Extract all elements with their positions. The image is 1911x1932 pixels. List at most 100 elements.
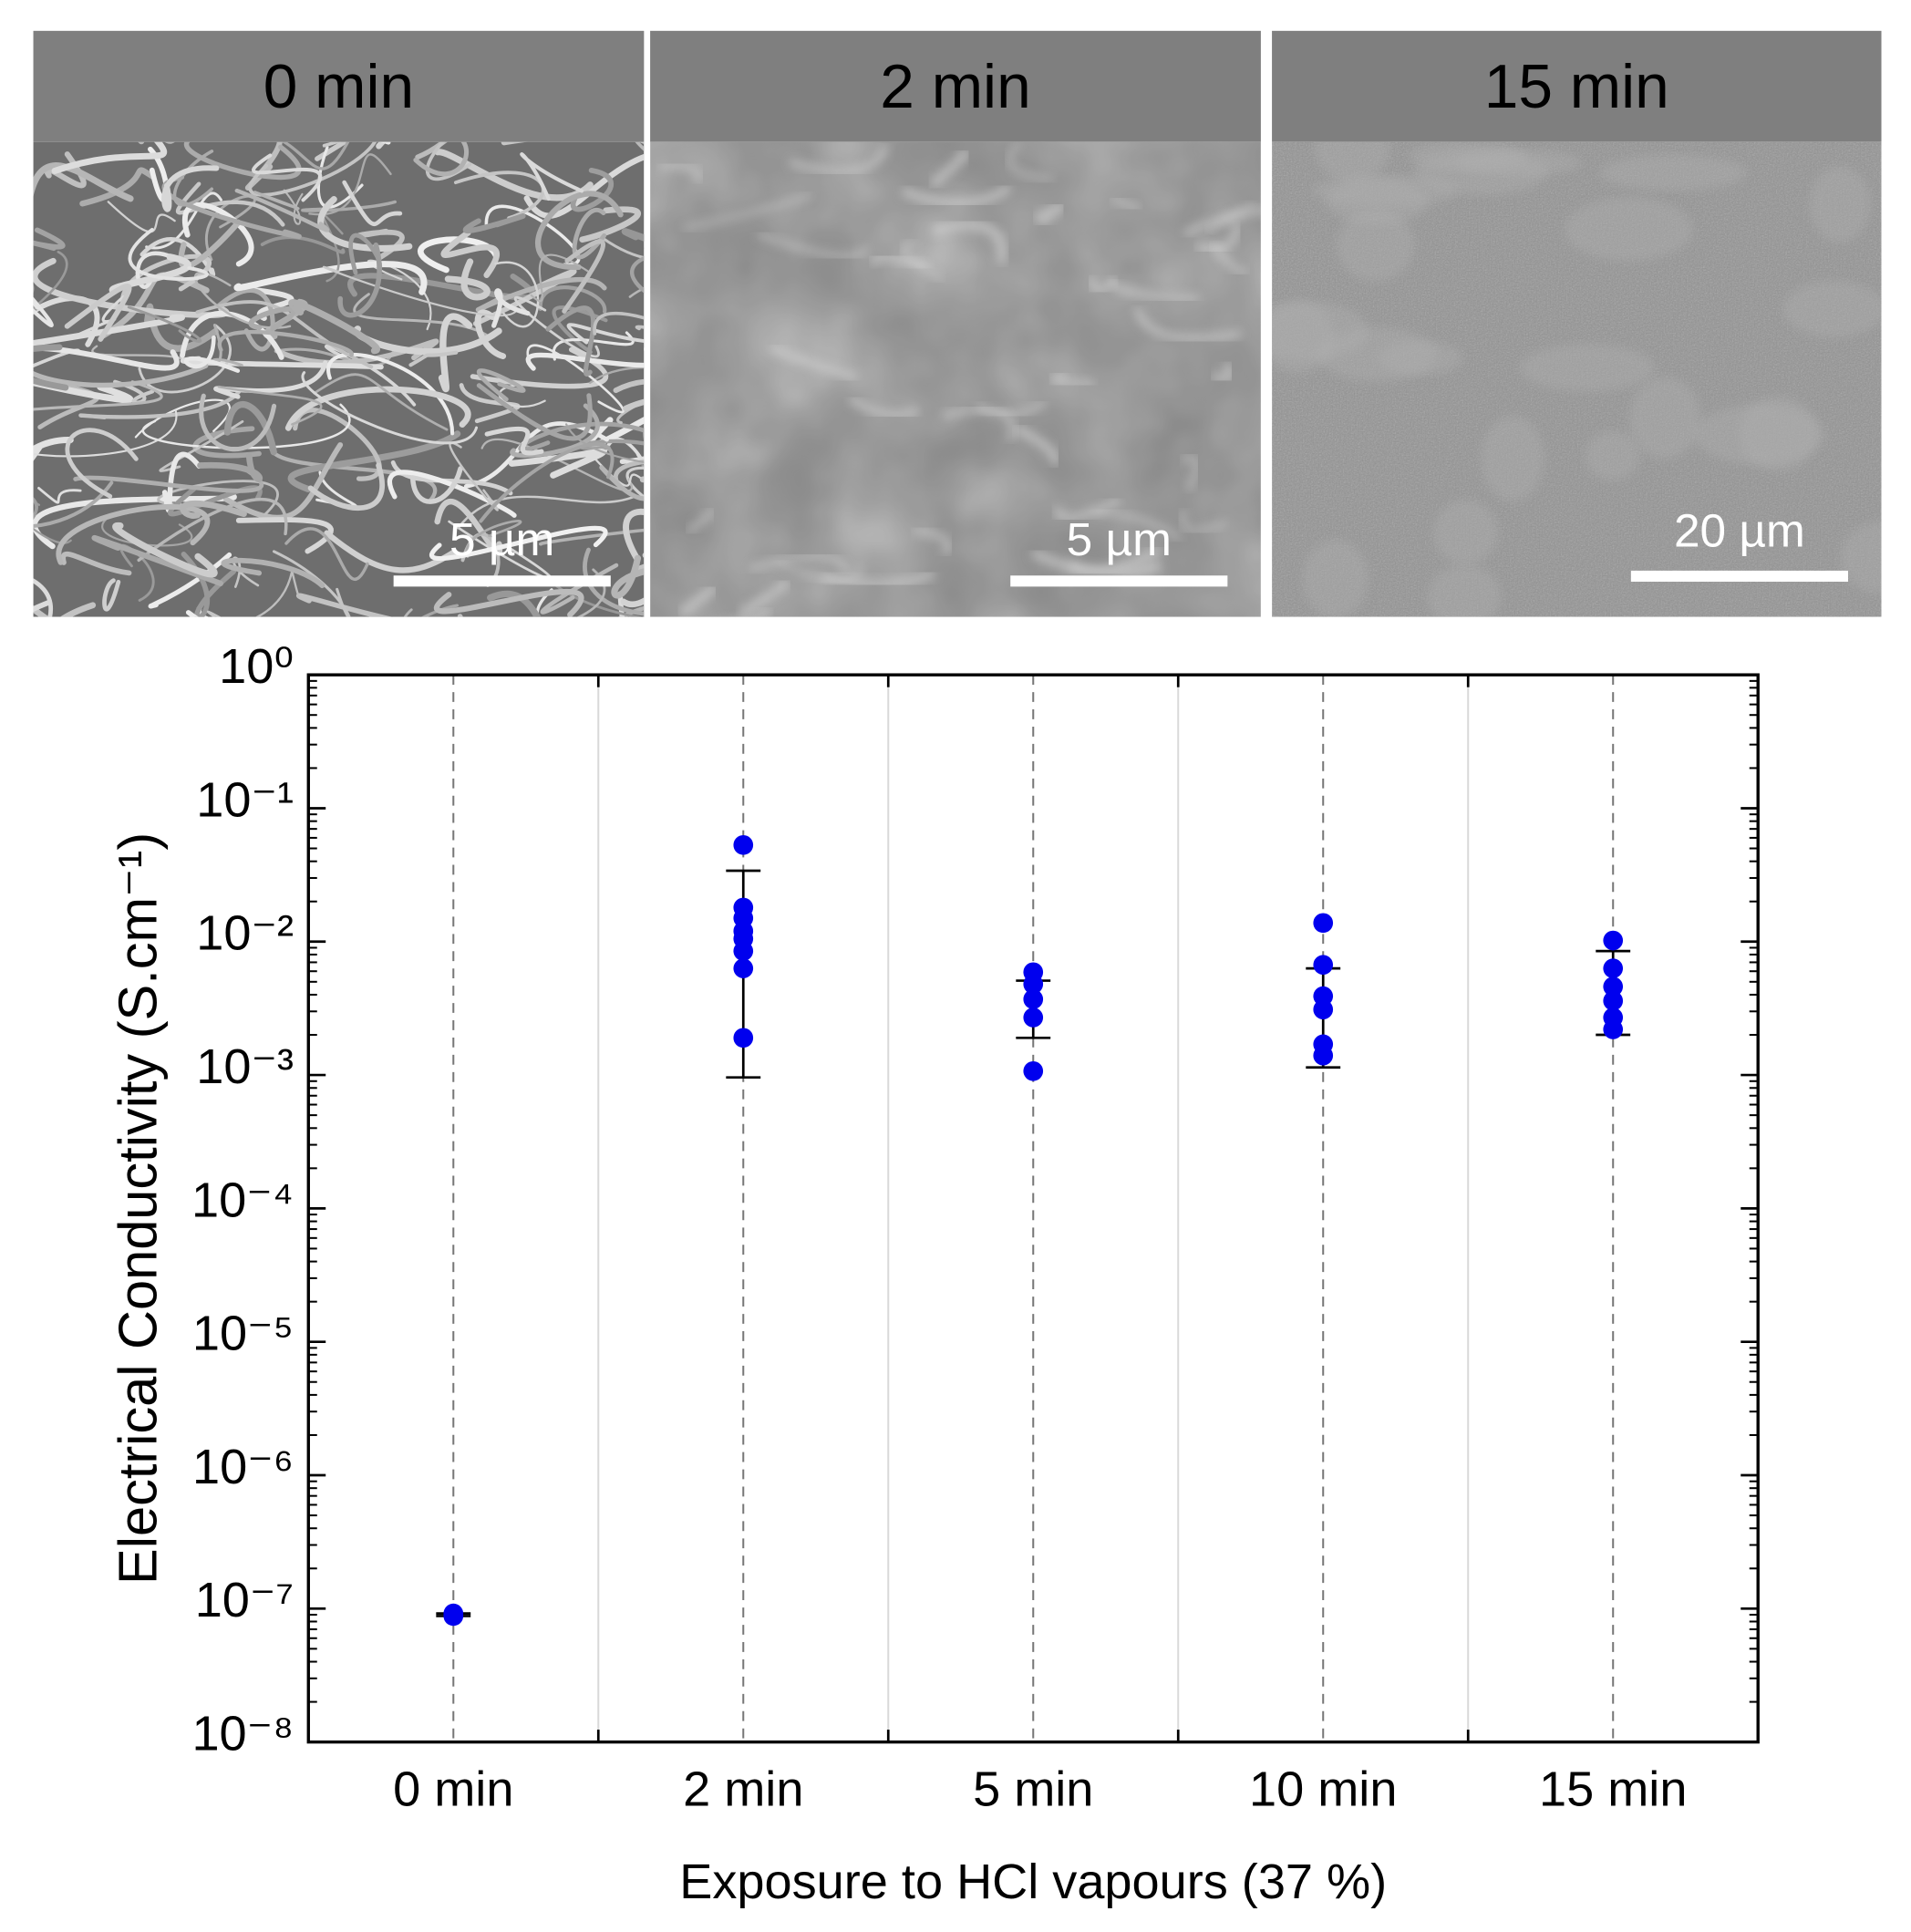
fiber [520,152,584,201]
fiber [101,518,193,547]
fiber [215,288,275,352]
fiber [180,356,384,370]
fiber [379,141,391,145]
fiber [616,399,645,425]
fiber [64,284,132,342]
fiber [206,610,222,617]
fiber [78,387,243,420]
fiber [342,180,403,226]
sem-image [1272,141,1882,617]
fiber [283,189,304,225]
surface-bump [1427,565,1502,617]
wrinkle [1054,497,1121,522]
surface-bump [1272,301,1369,361]
surface-bump [1456,150,1583,176]
fiber [513,296,600,358]
fiber [470,346,609,389]
wrinkle [678,584,718,617]
fiber [440,230,501,279]
y-tick-label: 10⁻⁸ [191,1707,294,1762]
fiber [487,590,542,617]
fiber [288,299,380,355]
wrinkle [745,608,772,617]
fiber [182,201,254,267]
data-point [443,1603,464,1624]
fiber [164,141,175,144]
fiber [33,500,72,544]
wrinkle [901,183,1013,209]
fiber [337,242,382,318]
fiber [494,261,540,328]
fiber [222,442,344,521]
fiber [33,497,38,520]
fiber [102,578,121,612]
y-tick-label: 10⁻³ [196,1039,294,1094]
data-point [1603,930,1624,951]
y-tick-label: 10⁻⁷ [195,1573,294,1627]
fiber [630,255,645,294]
wrinkle [770,344,858,381]
surface-bump [1564,197,1693,261]
fiber [199,393,277,452]
fiber [409,466,463,504]
fiber [415,141,448,160]
fiber [301,371,479,445]
wrinkle [913,526,952,556]
fiber [625,466,645,500]
fiber [91,534,223,587]
fiber [180,500,247,519]
fiber [269,445,438,503]
fiber [429,525,608,562]
fiber [112,522,218,578]
surface-bump [1694,404,1825,465]
fiber [317,196,413,253]
wrinkle [1181,509,1227,533]
fiber [234,188,330,232]
fiber [33,437,74,461]
fiber [421,604,460,617]
x-tick-label: 10 min [1249,1762,1397,1816]
fiber [476,368,526,402]
fiber [518,421,645,452]
fiber [287,430,461,492]
fiber [589,366,645,385]
fiber [137,497,288,563]
fiber [37,486,82,504]
fiber [620,553,645,607]
fiber [253,191,300,211]
wrinkle [682,192,812,231]
surface-bump [1315,141,1390,182]
fiber [322,265,519,317]
fiber [217,329,354,357]
fiber [617,591,625,617]
surface-bump [1326,178,1430,225]
fiber [599,465,645,501]
y-tick-label: 10⁻² [196,906,294,961]
data-point [733,1028,754,1049]
wrinkle [1133,306,1243,343]
fiber [33,409,178,458]
fiber [33,491,237,550]
fiber [65,428,139,499]
fiber [552,305,608,355]
fiber [221,557,325,589]
fiber [570,167,615,212]
surface-bump [1433,500,1498,564]
fiber [33,251,68,313]
fiber [107,201,176,233]
fiber [0,344,9,356]
fiber [408,350,459,367]
y-tick-label: 10⁻¹ [196,772,294,827]
wrinkle [1211,361,1234,384]
fiber [476,383,593,441]
fiber [315,141,349,161]
plot-frame [306,673,1760,1744]
fiber [235,517,334,554]
fiber [539,528,645,546]
surface-bump [1599,155,1748,191]
fiber [184,141,302,181]
fiber [526,344,625,414]
fiber [138,324,232,394]
